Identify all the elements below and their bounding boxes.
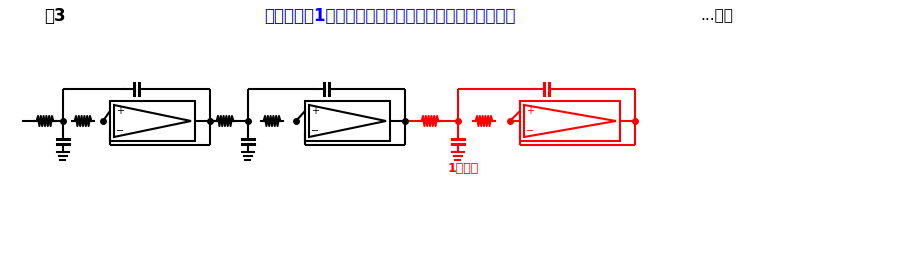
Text: 1段追加: 1段追加 <box>447 162 478 175</box>
Text: ...最悪: ...最悪 <box>699 8 732 24</box>
Text: −: − <box>526 126 534 136</box>
Text: +: + <box>311 106 319 116</box>
Text: −: − <box>116 126 124 136</box>
Text: 実は、もう1段回路を追加しなければならなかった場合: 実は、もう1段回路を追加しなければならなかった場合 <box>264 7 516 25</box>
Text: 図3: 図3 <box>44 7 66 25</box>
Text: −: − <box>311 126 319 136</box>
Text: +: + <box>526 106 534 116</box>
Text: +: + <box>116 106 124 116</box>
